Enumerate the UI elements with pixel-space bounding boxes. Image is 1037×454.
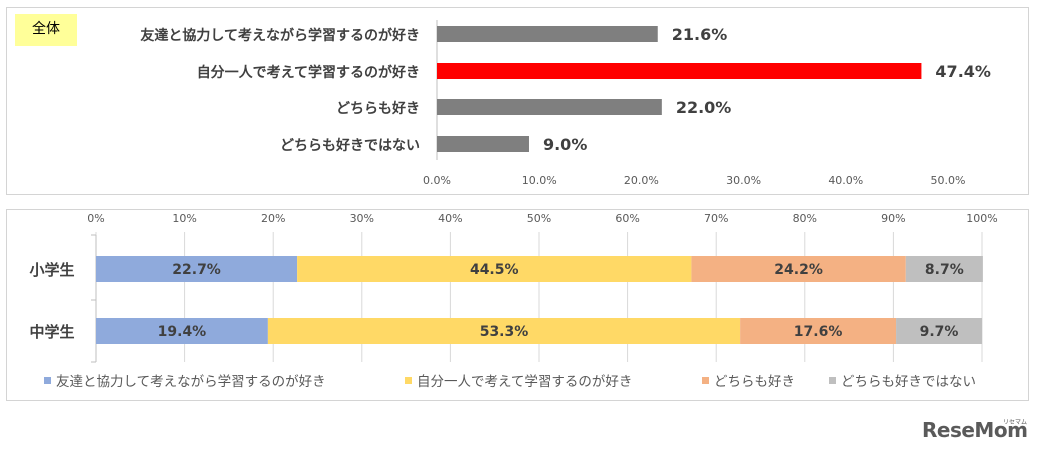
data-label: 47.4% — [935, 62, 991, 81]
tick-label: 40% — [438, 212, 462, 225]
legend-label: 友達と協力して考えながら学習するのが好き — [56, 374, 326, 390]
segment — [740, 318, 897, 344]
legend-swatch — [44, 377, 51, 384]
school-level-chart-panel — [6, 209, 1029, 401]
legend-swatch — [405, 377, 412, 384]
category-label: 友達と協力して考えながら学習するのが好き — [140, 27, 420, 44]
tick-label: 40.0% — [828, 174, 863, 187]
data-label: 9.7% — [920, 324, 959, 340]
data-label: 22.7% — [172, 262, 221, 278]
bar — [437, 26, 658, 42]
legend-label: どちらも好き — [714, 374, 795, 390]
data-label: 44.5% — [470, 262, 519, 278]
tick-label: 0.0% — [423, 174, 451, 187]
tick-label: 60% — [615, 212, 639, 225]
segment — [691, 256, 906, 282]
data-label: 17.6% — [794, 324, 843, 340]
tick-label: 80% — [793, 212, 817, 225]
resemom-logo-sub: リセマム — [1003, 419, 1028, 426]
tick-label: 10.0% — [522, 174, 557, 187]
tick-label: 10% — [172, 212, 196, 225]
data-label: 9.0% — [543, 135, 587, 154]
resemom-logo: ReseMom — [922, 418, 1028, 442]
tick-label: 0% — [87, 212, 104, 225]
legend-label: どちらも好きではない — [841, 374, 976, 390]
tick-label: 100% — [966, 212, 997, 225]
tick-label: 50% — [527, 212, 551, 225]
legend-swatch — [829, 377, 836, 384]
data-label: 8.7% — [925, 262, 964, 278]
legend-label: 自分一人で考えて学習するのが好き — [417, 374, 632, 390]
data-label: 19.4% — [158, 324, 207, 340]
legend-swatch — [702, 377, 709, 384]
tick-label: 70% — [704, 212, 728, 225]
bar — [437, 136, 529, 152]
segment — [96, 256, 298, 282]
bar — [437, 99, 662, 115]
tick-label: 20% — [261, 212, 285, 225]
tick-label: 50.0% — [931, 174, 966, 187]
tick-label: 30% — [350, 212, 374, 225]
overall-tag: 全体 — [15, 14, 77, 46]
tick-label: 90% — [881, 212, 905, 225]
segment — [267, 318, 741, 344]
segment — [896, 318, 982, 344]
data-label: 24.2% — [774, 262, 823, 278]
data-label: 21.6% — [672, 25, 728, 44]
category-label: どちらも好きではない — [280, 137, 420, 154]
segment — [905, 256, 983, 282]
category-label: 小学生 — [29, 261, 74, 279]
category-label: どちらも好き — [336, 100, 420, 117]
tick-label: 20.0% — [624, 174, 659, 187]
segment — [96, 318, 268, 344]
segment — [297, 256, 692, 282]
data-label: 53.3% — [480, 324, 529, 340]
category-label: 中学生 — [29, 323, 74, 341]
tick-label: 30.0% — [726, 174, 761, 187]
category-label: 自分一人で考えて学習するのが好き — [197, 64, 420, 81]
data-label: 22.0% — [676, 98, 732, 117]
bar — [437, 63, 922, 79]
